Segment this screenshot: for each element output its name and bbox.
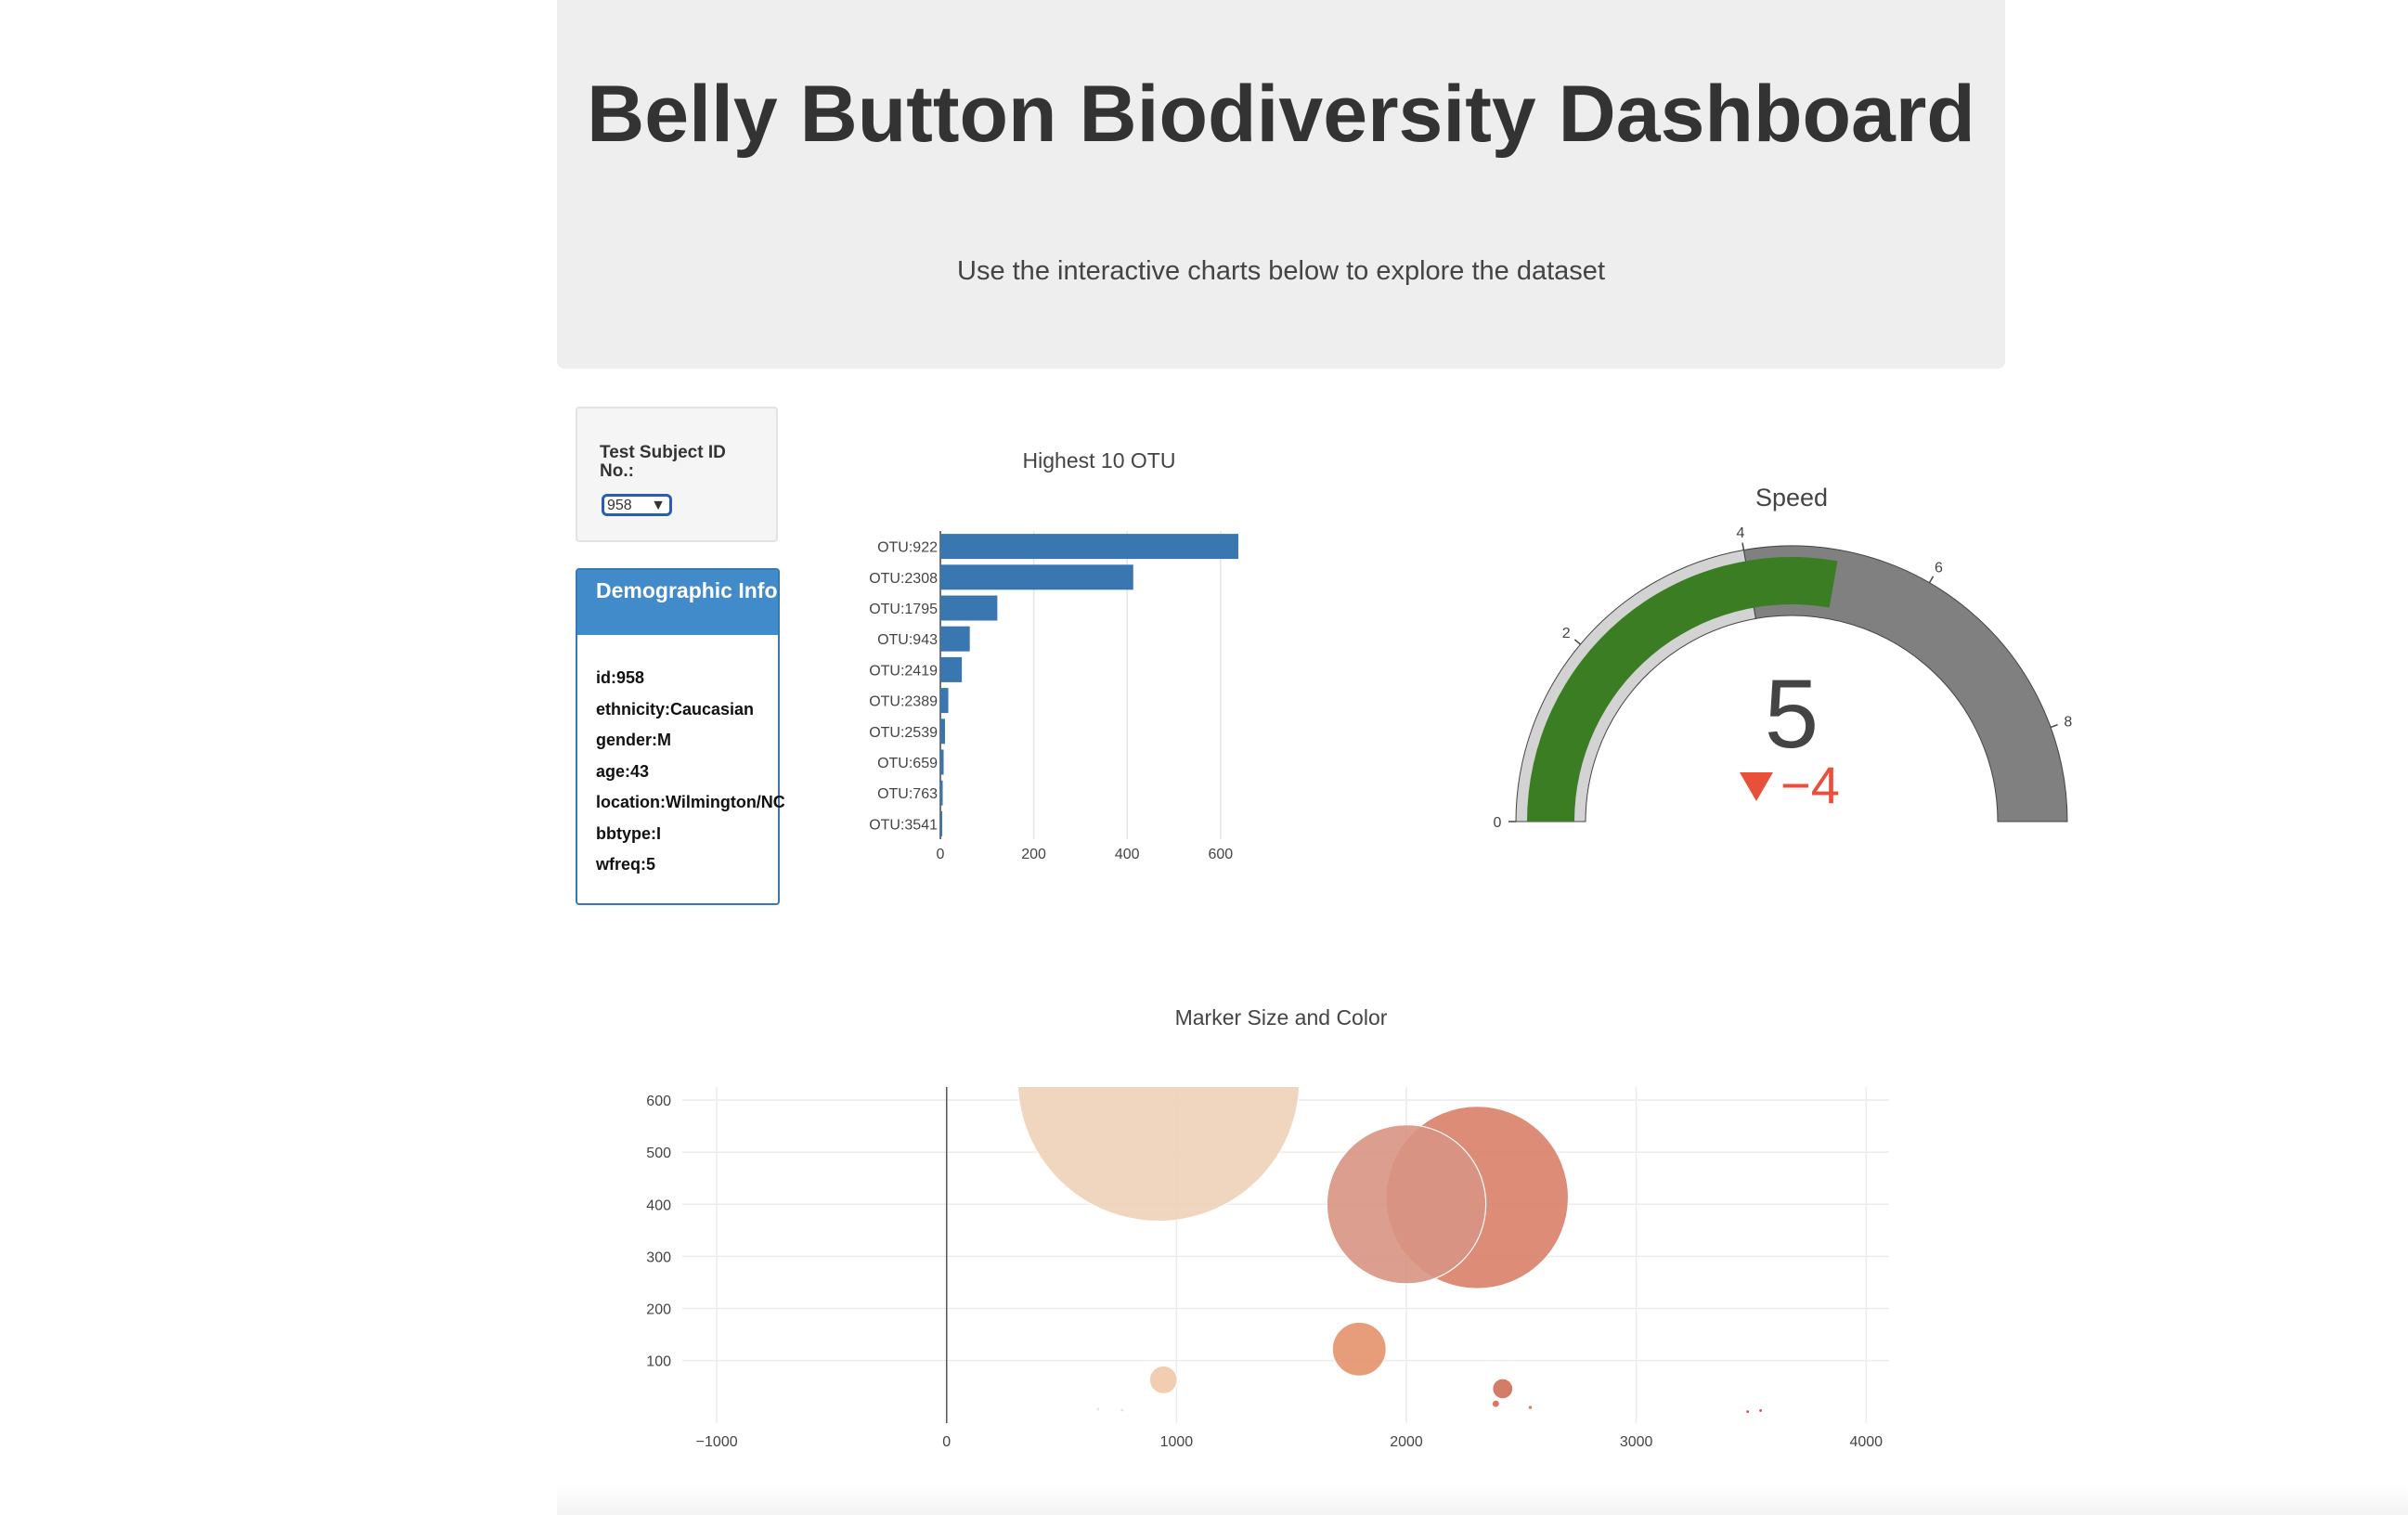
bubble-x-tick-label: 1000 (1160, 1434, 1194, 1448)
bubble-marker (1491, 1399, 1500, 1408)
bubble-x-tick-label: 2000 (1390, 1434, 1423, 1448)
gauge-title: Speed (1755, 484, 1828, 511)
bubble-marker (1326, 1124, 1487, 1285)
bar-otu-2419 (940, 656, 963, 682)
bubble-marker (1492, 1378, 1514, 1400)
bar-chart-title: Highest 10 OTU (1023, 448, 1176, 473)
bubble-x-tick-label: 4000 (1849, 1434, 1883, 1448)
bar-x-tick-label: 600 (1208, 847, 1233, 862)
speed-gauge-chart[interactable]: Speed 0 2 4 6 8 5 −4 (1467, 473, 2117, 863)
subject-selector-panel: Test Subject ID No.: 958 ▼ (576, 407, 778, 542)
bubble-marker (1148, 1365, 1178, 1395)
header-jumbotron: Belly Button Biodiversity Dashboard Use … (557, 0, 2005, 369)
bar-otu-2389 (940, 688, 949, 714)
bar-y-tick-label: OTU:1795 (869, 602, 938, 617)
bar-x-tick-label: 200 (1021, 847, 1046, 862)
demographic-info-body: id:958 ethnicity:Caucasian gender:M age:… (577, 635, 785, 881)
bubble-x-tick-label: 3000 (1620, 1434, 1653, 1448)
demo-item-id: id:958 (596, 668, 645, 687)
gauge-tick-label: 4 (1737, 525, 1745, 541)
page-subtitle: Use the interactive charts below to expl… (957, 256, 1605, 286)
triangle-down-icon (1740, 772, 1773, 801)
page-title: Belly Button Biodiversity Dashboard (587, 70, 1975, 159)
gauge-delta: −4 (1740, 756, 1840, 814)
bar-otu-3541 (940, 810, 943, 836)
bar-y-tick-label: OTU:2308 (869, 571, 938, 587)
gauge-tick (1928, 576, 1935, 584)
bar-otu-763 (940, 780, 943, 806)
bar-y-tick-label: OTU:922 (877, 540, 938, 556)
bar-y-tick-label: OTU:2389 (869, 694, 938, 710)
demographic-info-panel: Demographic Info id:958 ethnicity:Caucas… (576, 568, 785, 905)
gauge-tick (2050, 723, 2058, 729)
subject-id-dropdown[interactable]: 958 ▼ (602, 494, 672, 516)
bubble-x-tick-label: 0 (942, 1434, 951, 1448)
subject-id-value: 958 (607, 498, 632, 513)
bar-y-tick-label: OTU:659 (877, 756, 938, 771)
bubble-marker (1095, 1406, 1101, 1412)
gauge-step-1 (1742, 545, 2068, 822)
bubble-y-tick-label: 600 (646, 1094, 671, 1109)
otu-bubble-chart[interactable]: Marker Size and Color −1000 0 1000 2000 3000… (603, 984, 1931, 1448)
bar-y-tick-label: OTU:763 (877, 786, 938, 802)
demo-item-age: age:43 (596, 761, 650, 781)
demo-item-location: location:Wilmington/NC (596, 793, 785, 811)
bubble-y-tick-label: 400 (646, 1198, 671, 1213)
bar-otu-943 (940, 626, 970, 652)
demo-item-wfreq: wfreq:5 (596, 855, 656, 874)
gauge-delta-value: −4 (1780, 756, 1840, 814)
subject-id-label: Test Subject ID No.: (600, 443, 726, 481)
bubble-y-tick-label: 300 (646, 1250, 671, 1265)
gauge-tick-label: 0 (1494, 815, 1502, 831)
gauge-tick-label: 2 (1562, 626, 1571, 641)
gauge-tick (1573, 639, 1581, 645)
demo-item-bbtype: bbtype:I (596, 823, 661, 843)
bubble-marker (1120, 1407, 1125, 1413)
bubble-marker (1757, 1407, 1764, 1414)
bubble-y-tick-label: 100 (646, 1354, 671, 1370)
bar-y-tick-label: OTU:3541 (869, 817, 938, 833)
bubble-marker (1016, 1087, 1301, 1223)
bubble-marker (1527, 1405, 1534, 1411)
otu-bar-chart[interactable]: Highest 10 OTU OTU:922 OTU:2308 OTU:1795 OT… (835, 427, 1281, 873)
bar-otu-922 (940, 534, 1238, 560)
gauge-tick-label: 6 (1935, 560, 1943, 576)
bar-otu-2539 (940, 719, 946, 745)
page-footer-shadow (557, 1485, 2408, 1515)
gauge-tick (1741, 542, 1745, 550)
bar-y-tick-label: OTU:2539 (869, 725, 938, 741)
bubble-marker (1745, 1409, 1751, 1415)
bubble-x-tick-label: −1000 (696, 1434, 738, 1448)
bar-y-tick-label: OTU:943 (877, 632, 938, 648)
bubble-marker (1331, 1321, 1387, 1377)
gauge-tick-label: 8 (2064, 715, 2072, 731)
gauge-value-bar (1527, 557, 1838, 822)
gauge-value: 5 (1765, 660, 1819, 769)
demo-item-gender: gender:M (596, 731, 671, 749)
bubble-y-tick-label: 200 (646, 1302, 671, 1318)
bar-otu-2308 (940, 564, 1133, 590)
bar-otu-659 (940, 749, 944, 775)
bar-x-tick-label: 0 (937, 847, 945, 862)
bubble-chart-title: Marker Size and Color (1175, 1005, 1388, 1029)
bar-y-tick-label: OTU:2419 (869, 663, 938, 679)
chevron-down-icon: ▼ (651, 498, 666, 513)
bar-x-tick-label: 400 (1115, 847, 1140, 862)
bubble-y-tick-label: 500 (646, 1146, 671, 1161)
bar-otu-1795 (940, 595, 998, 621)
demo-item-ethnicity: ethnicity:Caucasian (596, 699, 755, 719)
demographic-info-title: Demographic Info (577, 570, 778, 635)
